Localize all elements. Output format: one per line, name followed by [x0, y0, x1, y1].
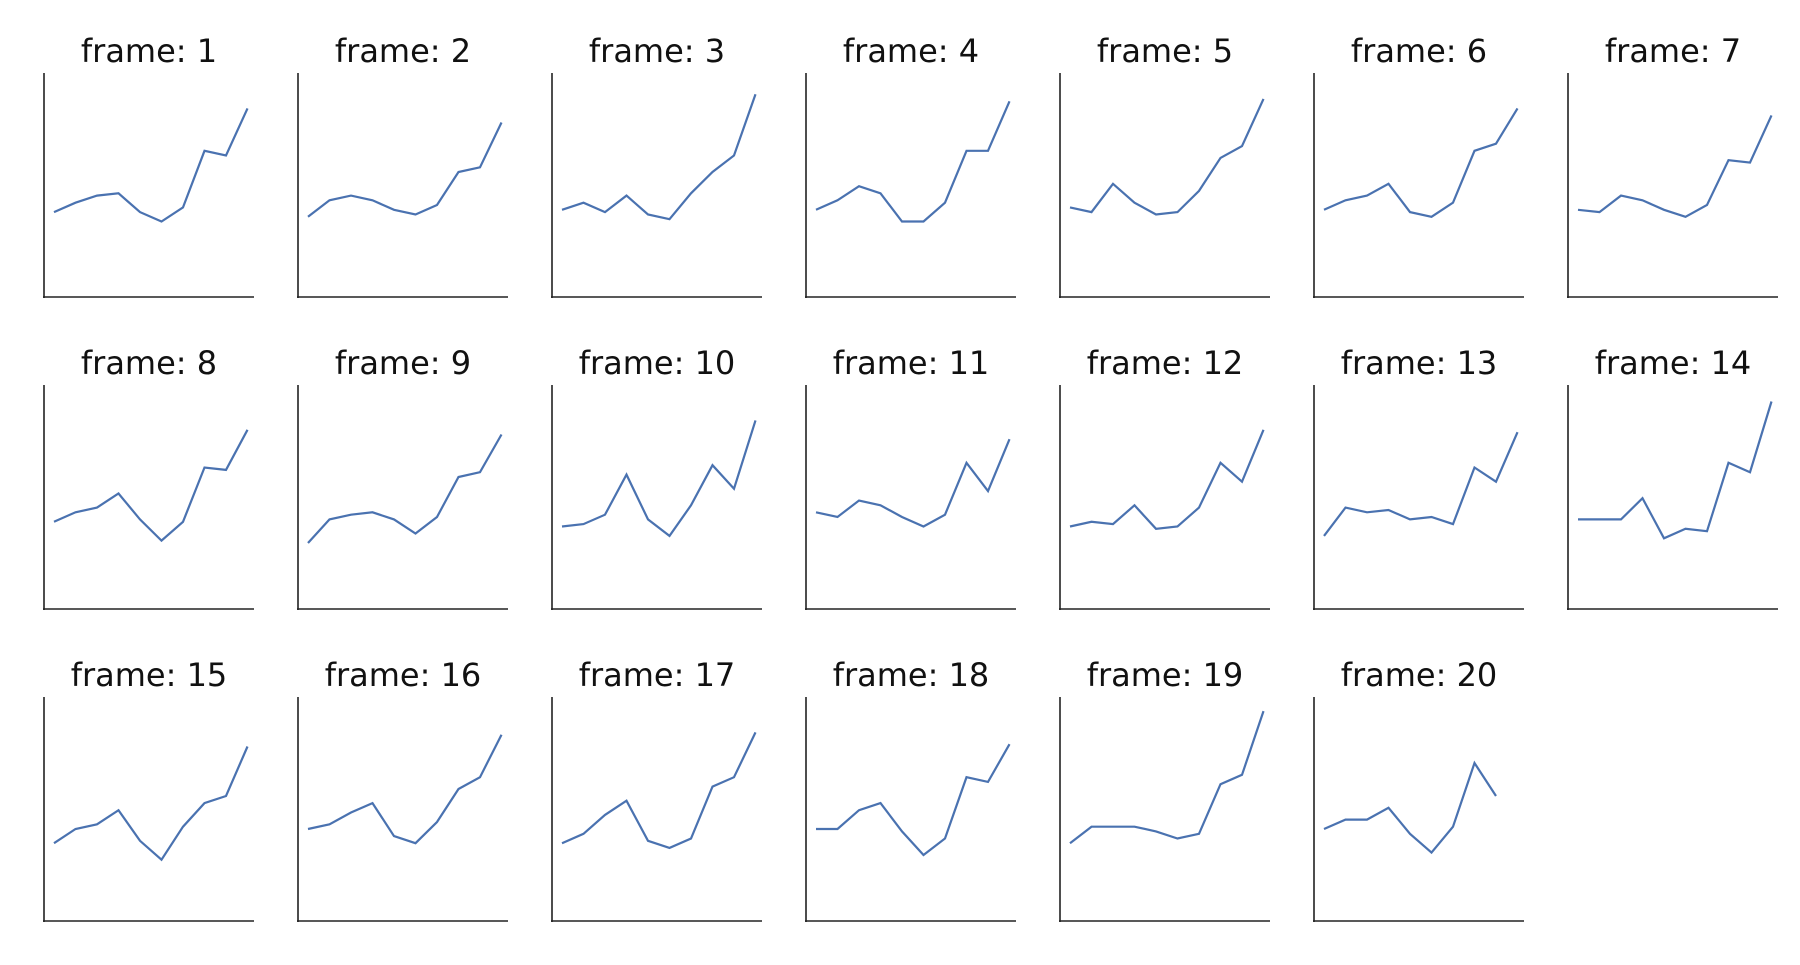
subplot-14: frame: 14 — [1567, 344, 1778, 610]
series-line — [561, 731, 757, 850]
series-line — [1323, 431, 1519, 537]
series-line — [307, 433, 503, 544]
subplot-15: frame: 15 — [43, 656, 254, 922]
subplot-title: frame: 13 — [1341, 344, 1498, 382]
series-line — [307, 734, 503, 845]
subplot-title: frame: 3 — [589, 32, 725, 70]
subplot-8: frame: 8 — [43, 344, 254, 610]
subplot-title: frame: 18 — [833, 656, 990, 694]
series-line — [1577, 114, 1773, 218]
subplot-13: frame: 13 — [1313, 344, 1524, 610]
series-line — [1069, 98, 1265, 216]
subplot-16: frame: 16 — [297, 656, 508, 922]
subplot-6: frame: 6 — [1313, 32, 1524, 298]
subplot-20: frame: 20 — [1313, 656, 1524, 922]
subplot-title: frame: 11 — [833, 344, 990, 382]
subplot-title: frame: 4 — [843, 32, 979, 70]
series-line — [815, 438, 1011, 528]
subplot-title: frame: 7 — [1605, 32, 1741, 70]
subplot-11: frame: 11 — [805, 344, 1016, 610]
subplot-title: frame: 9 — [335, 344, 471, 382]
subplot-title: frame: 20 — [1341, 656, 1498, 694]
subplot-title: frame: 5 — [1097, 32, 1233, 70]
subplot-title: frame: 12 — [1087, 344, 1244, 382]
subplot-title: frame: 1 — [81, 32, 217, 70]
series-line — [816, 743, 1011, 857]
subplot-19: frame: 19 — [1059, 656, 1270, 922]
subplot-title: frame: 15 — [71, 656, 228, 694]
series-line — [1323, 107, 1519, 218]
subplot-title: frame: 19 — [1087, 656, 1244, 694]
subplot-title: frame: 17 — [579, 656, 736, 694]
subplot-title: frame: 14 — [1595, 344, 1752, 382]
subplot-title: frame: 6 — [1351, 32, 1487, 70]
subplot-10: frame: 10 — [551, 344, 762, 610]
subplot-4: frame: 4 — [805, 32, 1016, 298]
series-line — [307, 122, 503, 218]
series-line — [561, 93, 757, 221]
subplot-title: frame: 2 — [335, 32, 471, 70]
subplot-5: frame: 5 — [1059, 32, 1270, 298]
subplot-title: frame: 10 — [579, 344, 736, 382]
series-line — [53, 107, 249, 223]
series-line — [1578, 401, 1773, 540]
subplot-18: frame: 18 — [805, 656, 1016, 922]
series-line — [1069, 429, 1265, 530]
series-line — [53, 746, 249, 862]
series-line — [815, 100, 1011, 223]
subplot-1: frame: 1 — [43, 32, 254, 298]
subplot-7: frame: 7 — [1567, 32, 1778, 298]
series-line — [561, 420, 757, 538]
series-line — [1069, 710, 1265, 845]
series-line — [53, 429, 249, 543]
subplot-17: frame: 17 — [551, 656, 762, 922]
subplot-3: frame: 3 — [551, 32, 762, 298]
subplot-9: frame: 9 — [297, 344, 508, 610]
subplot-title: frame: 8 — [81, 344, 217, 382]
subplot-title: frame: 16 — [325, 656, 482, 694]
subplot-12: frame: 12 — [1059, 344, 1270, 610]
series-line — [1323, 760, 1497, 855]
subplot-2: frame: 2 — [297, 32, 508, 298]
